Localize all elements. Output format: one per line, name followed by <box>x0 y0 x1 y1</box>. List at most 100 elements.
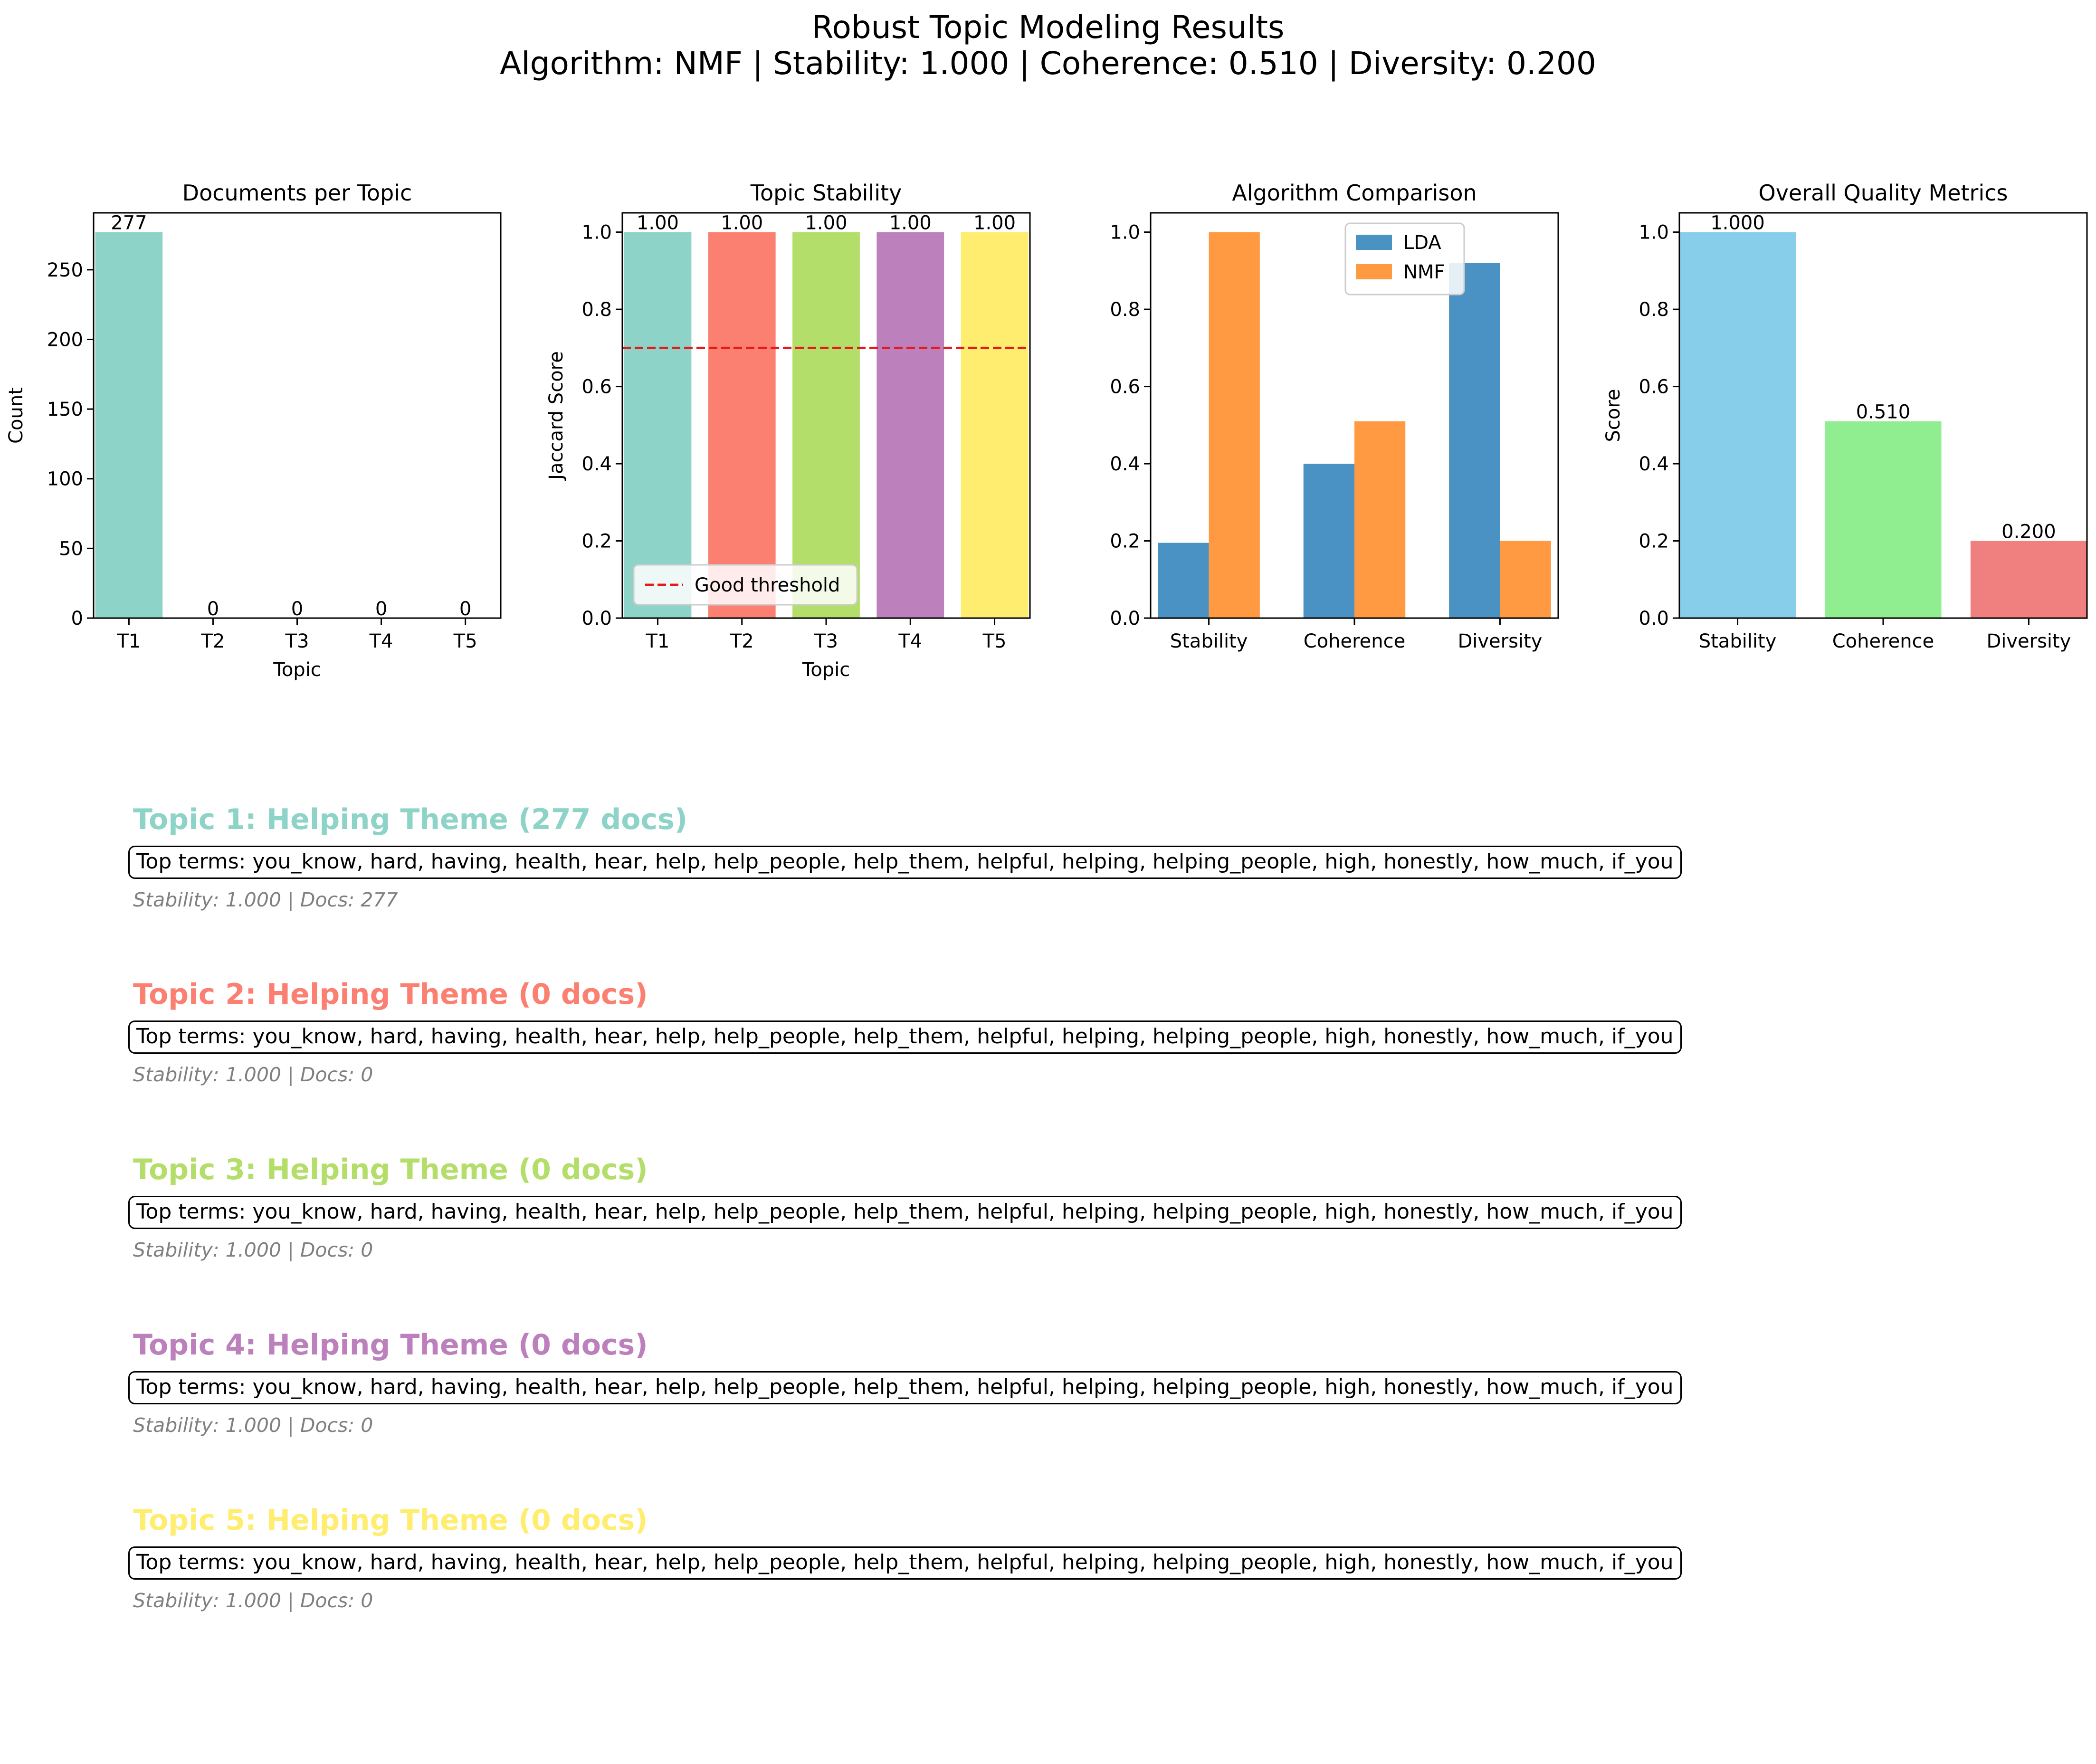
charts-area: Documents per Topic 277 0 0 0 0 0 50 100 150 200 25… <box>5 180 2088 681</box>
figure-subtitle: Algorithm: NMF | Stability: 1.000 | Cohe… <box>500 45 1596 82</box>
y-tick-label-stability: 1.0 <box>581 222 612 244</box>
y-tick-label-quality: 0.4 <box>1639 453 1669 475</box>
topic-title: Topic 2: Helping Theme (0 docs) <box>133 978 648 1011</box>
x-tick-label-docs-t2: T2 <box>200 630 225 652</box>
legend-label-threshold: Good threshold <box>695 574 840 596</box>
bar-stability-t5 <box>961 232 1029 619</box>
y-tick-label-stability: 0.4 <box>581 453 612 475</box>
x-tick-label-stability-t4: T4 <box>898 630 922 652</box>
value-label-stability-t2: 1.00 <box>721 212 763 234</box>
legend-label-nmf: NMF <box>1403 261 1445 283</box>
y-tick-label-docs: 50 <box>59 538 83 560</box>
bar-comparison-nmf-coherence <box>1354 421 1406 618</box>
topic-terms-box: Top terms: you_know, hard, having, healt… <box>128 1020 1682 1054</box>
x-tick-label-docs-t5: T5 <box>453 630 477 652</box>
y-tick-label-docs: 250 <box>47 259 83 281</box>
topic-meta: Stability: 1.000 | Docs: 0 <box>133 1589 373 1612</box>
legend-swatch-lda <box>1356 235 1392 250</box>
topic-terms-box: Top terms: you_know, hard, having, healt… <box>128 846 1682 879</box>
value-label-stability-t1: 1.00 <box>637 212 679 234</box>
y-tick-label-quality: 0.6 <box>1639 376 1669 398</box>
x-tick-label-stability-t5: T5 <box>982 630 1007 652</box>
value-label-docs-t2: 0 <box>207 598 219 620</box>
chart-title-comparison: Algorithm Comparison <box>1232 180 1477 206</box>
value-label-docs-t1: 277 <box>111 212 147 234</box>
value-label-docs-t5: 0 <box>459 598 471 620</box>
topic-meta: Stability: 1.000 | Docs: 0 <box>133 1063 373 1086</box>
y-tick-label-docs: 0 <box>71 608 83 629</box>
topic-meta: Stability: 1.000 | Docs: 277 <box>133 888 398 911</box>
topic-terms-box: Top terms: you_know, hard, having, healt… <box>128 1196 1682 1229</box>
x-tick-label-docs-t3: T3 <box>285 630 309 652</box>
bar-stability-t3 <box>792 232 860 619</box>
chart-title-quality: Overall Quality Metrics <box>1759 180 2008 206</box>
y-tick-label-comparison: 0.2 <box>1110 531 1140 553</box>
x-tick-label-stability-t3: T3 <box>814 630 838 652</box>
topic-title: Topic 1: Helping Theme (277 docs) <box>133 803 688 836</box>
bar-stability-t4 <box>877 232 944 619</box>
bar-quality-coherence <box>1825 421 1942 618</box>
bar-stability-t1 <box>624 232 692 619</box>
value-label-quality-stability: 1.000 <box>1710 212 1765 234</box>
bar-comparison-nmf-stability <box>1209 232 1260 619</box>
y-tick-label-quality: 1.0 <box>1639 222 1669 244</box>
bar-comparison-lda-coherence <box>1303 464 1354 618</box>
x-tick-label-quality-coherence: Coherence <box>1832 630 1934 652</box>
topic-title: Topic 3: Helping Theme (0 docs) <box>133 1153 648 1186</box>
y-tick-label-quality: 0.8 <box>1639 299 1669 321</box>
value-label-quality-coherence: 0.510 <box>1856 401 1911 423</box>
value-label-stability-t3: 1.00 <box>805 212 847 234</box>
x-tick-label-comparison-stability: Stability <box>1170 630 1248 652</box>
x-tick-label-stability-t2: T2 <box>730 630 754 652</box>
topic-terms-box: Top terms: you_know, hard, having, healt… <box>128 1371 1682 1404</box>
value-label-docs-t3: 0 <box>291 598 303 620</box>
topic-meta: Stability: 1.000 | Docs: 0 <box>133 1414 373 1437</box>
y-tick-label-stability: 0.8 <box>581 299 612 321</box>
x-tick-label-docs-t4: T4 <box>369 630 393 652</box>
topic-title: Topic 5: Helping Theme (0 docs) <box>133 1504 648 1537</box>
topic-terms-box: Top terms: you_know, hard, having, healt… <box>128 1546 1682 1580</box>
x-tick-label-stability-t1: T1 <box>646 630 670 652</box>
figure-title: Robust Topic Modeling Results <box>811 9 1285 46</box>
y-axis-label-quality: Score <box>1602 389 1624 442</box>
x-tick-label-quality-diversity: Diversity <box>1986 630 2071 652</box>
bar-stability-t2 <box>708 232 776 619</box>
y-tick-label-stability: 0.0 <box>581 608 612 629</box>
bar-comparison-lda-stability <box>1158 543 1209 618</box>
chart-title-stability: Topic Stability <box>750 180 902 206</box>
chart-title-docs: Documents per Topic <box>182 180 412 206</box>
x-axis-label-stability: Topic <box>802 659 850 681</box>
value-label-docs-t4: 0 <box>375 598 387 620</box>
topic-title: Topic 4: Helping Theme (0 docs) <box>133 1328 648 1362</box>
value-label-stability-t4: 1.00 <box>889 212 932 234</box>
topic-meta: Stability: 1.000 | Docs: 0 <box>133 1239 373 1261</box>
value-label-quality-diversity: 0.200 <box>2001 521 2056 543</box>
y-tick-label-stability: 0.2 <box>581 531 612 553</box>
bar-comparison-nmf-diversity <box>1500 541 1551 618</box>
y-axis-label-stability: Jaccard Score <box>545 351 567 481</box>
legend-label-lda: LDA <box>1403 232 1441 254</box>
y-tick-label-comparison: 0.6 <box>1110 376 1140 398</box>
y-axis-label-docs: Count <box>5 387 27 444</box>
y-tick-label-comparison: 1.0 <box>1110 222 1140 244</box>
x-tick-label-comparison-coherence: Coherence <box>1304 630 1406 652</box>
y-tick-label-docs: 200 <box>47 329 83 351</box>
y-tick-label-comparison: 0.0 <box>1110 608 1140 629</box>
x-tick-label-comparison-diversity: Diversity <box>1458 630 1542 652</box>
y-tick-label-quality: 0.2 <box>1639 531 1669 553</box>
value-label-stability-t5: 1.00 <box>973 212 1016 234</box>
x-axis-label-docs: Topic <box>273 659 321 681</box>
bar-docs-t1 <box>95 232 163 619</box>
legend-box-stability <box>633 564 858 606</box>
y-tick-label-docs: 150 <box>47 399 83 420</box>
y-tick-label-docs: 100 <box>47 468 83 490</box>
x-tick-label-docs-t1: T1 <box>116 630 141 652</box>
legend-swatch-nmf <box>1356 264 1392 279</box>
y-tick-label-comparison: 0.8 <box>1110 299 1140 321</box>
bar-quality-stability <box>1679 232 1796 619</box>
y-tick-label-comparison: 0.4 <box>1110 453 1140 475</box>
y-tick-label-stability: 0.6 <box>581 376 612 398</box>
x-tick-label-quality-stability: Stability <box>1699 630 1777 652</box>
bar-quality-diversity <box>1970 541 2087 618</box>
y-tick-label-quality: 0.0 <box>1639 608 1669 629</box>
